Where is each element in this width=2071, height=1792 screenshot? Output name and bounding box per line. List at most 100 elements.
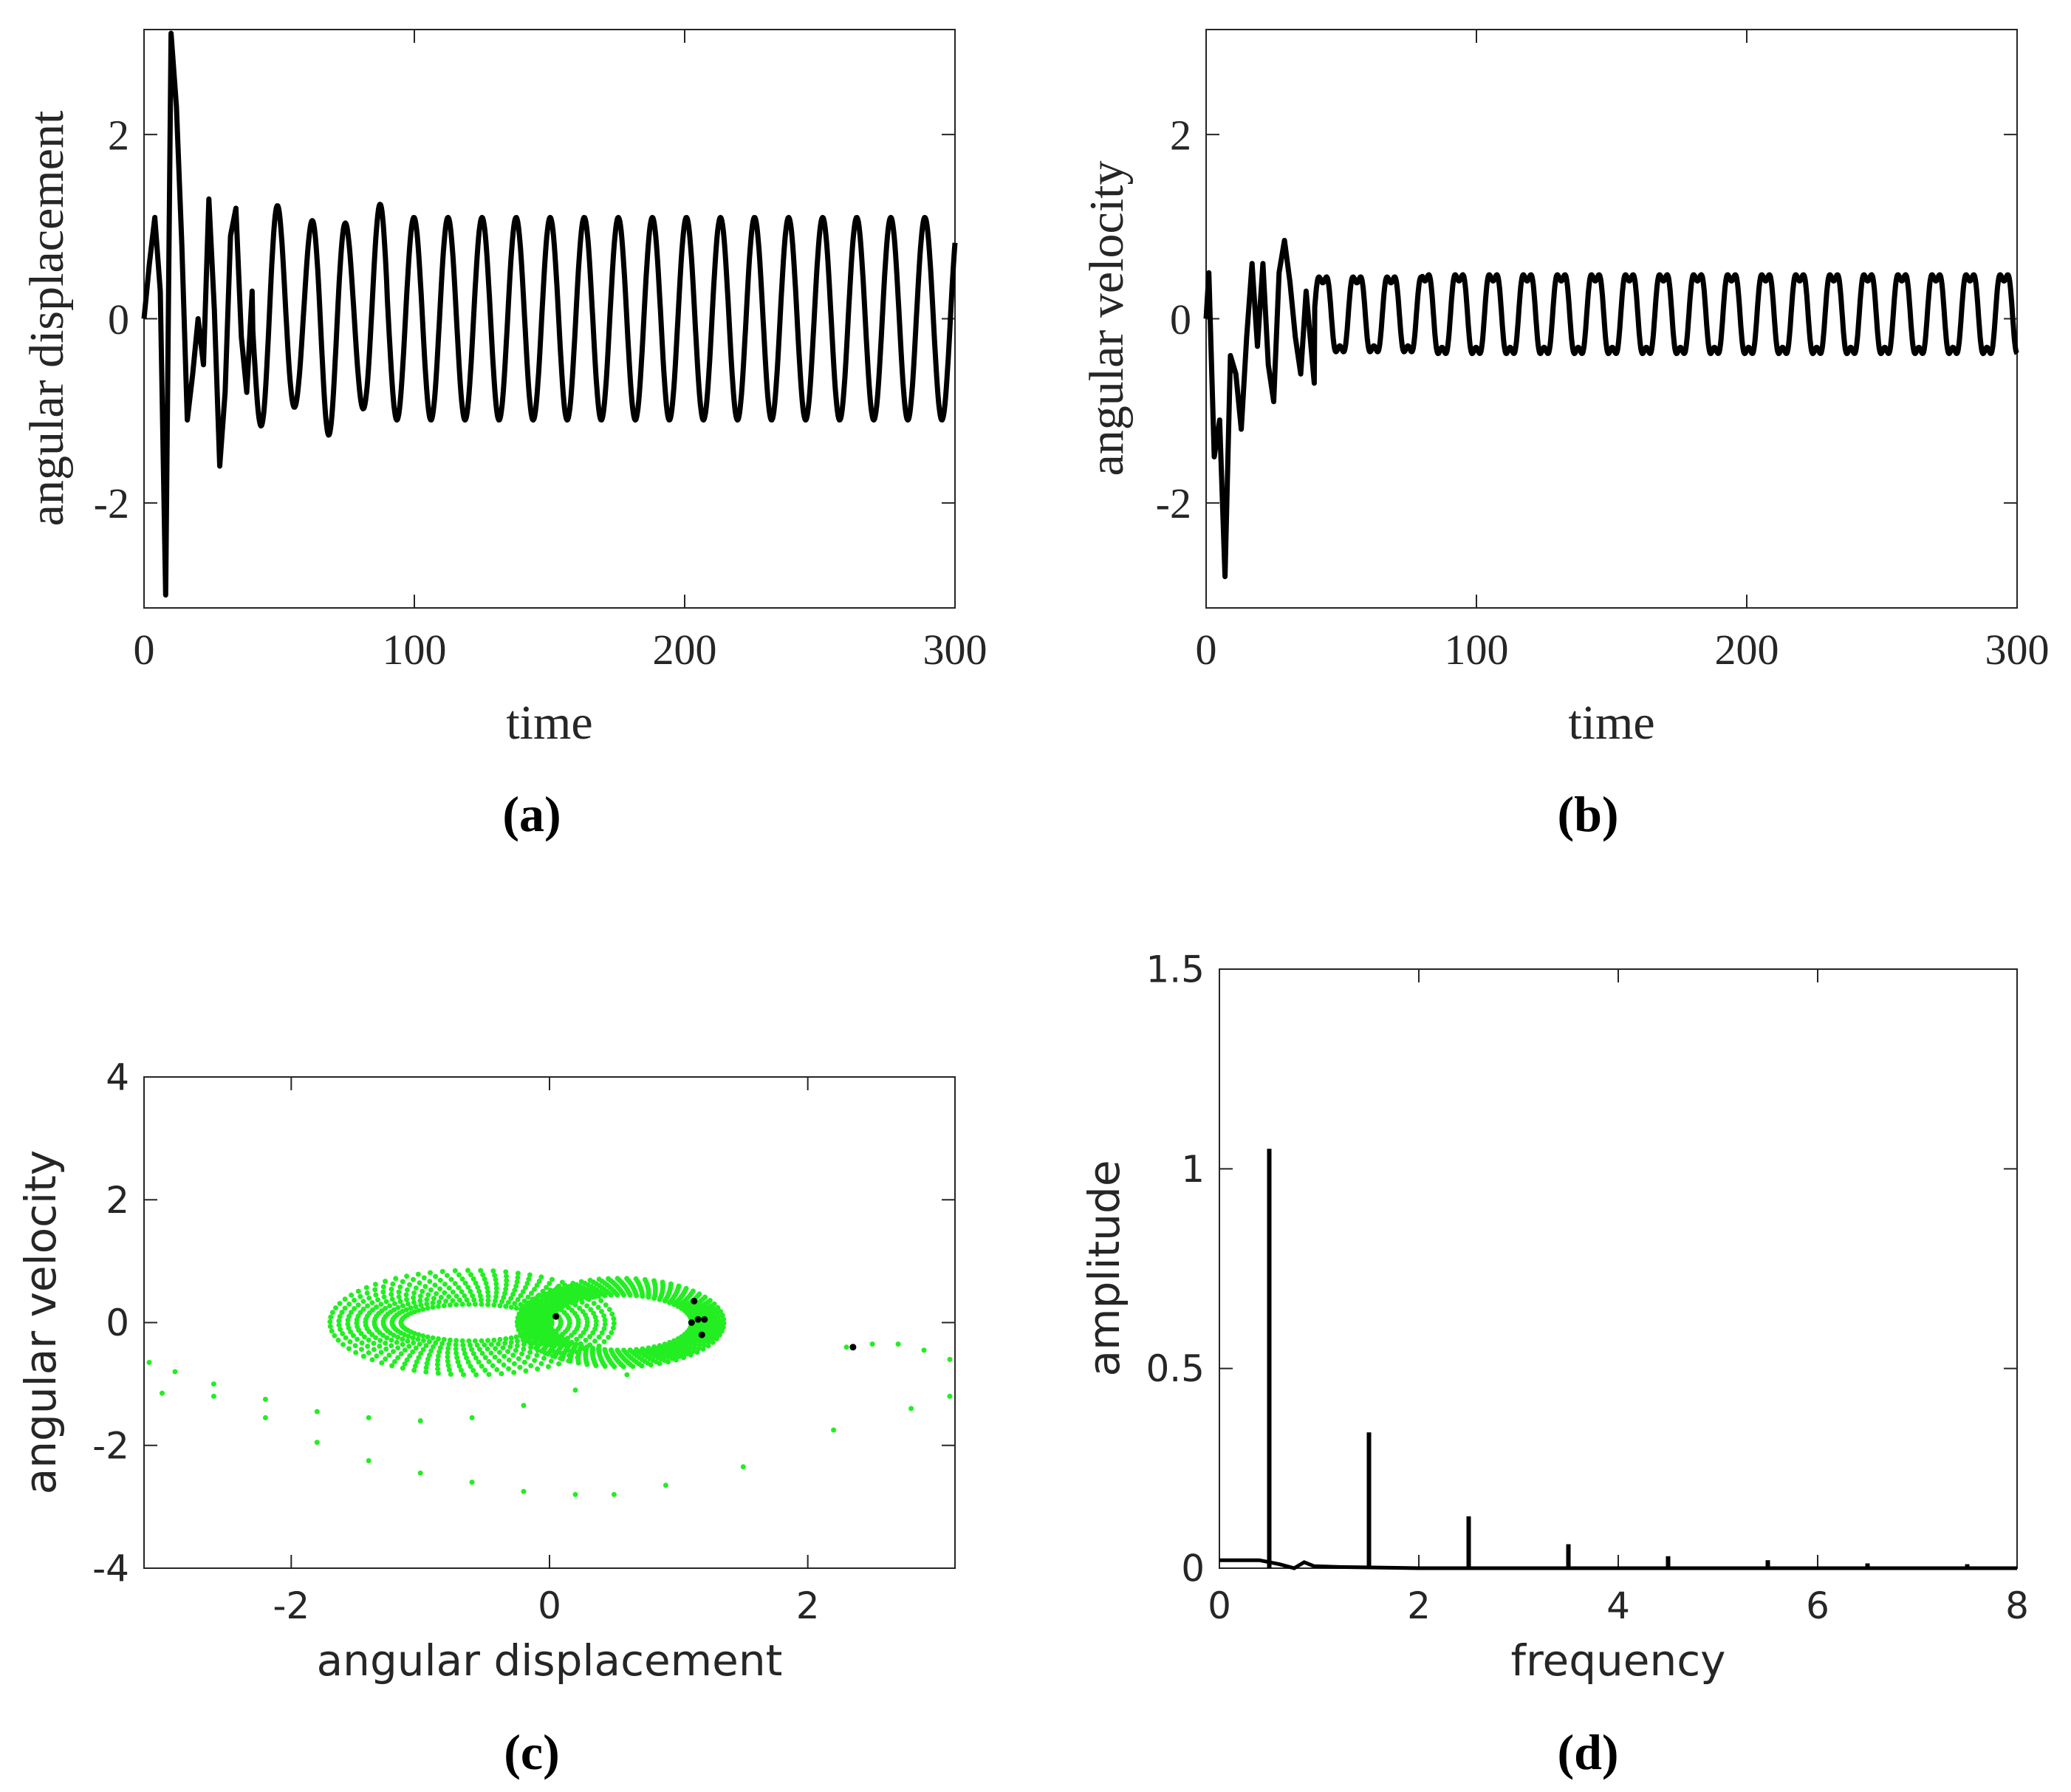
trajectory-point-left-loop <box>453 1302 459 1307</box>
x-tick-label: 0 <box>538 1584 561 1627</box>
trajectory-point-left-loop <box>470 1276 476 1282</box>
trajectory-point-left-loop <box>515 1271 521 1276</box>
trajectory-point-right-loop <box>680 1350 685 1356</box>
spectrum-baseline <box>1219 1558 2017 1570</box>
trajectory-point-left-loop <box>436 1304 441 1309</box>
trajectory-point-right-loop <box>673 1352 679 1358</box>
trajectory-point-right-loop <box>720 1324 726 1330</box>
trajectory-point-transient <box>895 1341 901 1347</box>
trajectory-point-left-loop <box>410 1349 416 1355</box>
trajectory-point-left-loop <box>402 1361 408 1367</box>
trajectory-point-right-loop <box>642 1276 648 1282</box>
trajectory-point-left-loop <box>503 1286 509 1292</box>
trajectory-point-left-loop <box>504 1273 509 1279</box>
trajectory-point-right-loop <box>690 1288 696 1294</box>
trajectory-point-right-loop <box>705 1339 711 1345</box>
trajectory-point-right-loop <box>721 1320 727 1326</box>
trajectory-point-left-loop <box>366 1337 372 1343</box>
trajectory-point-left-loop <box>485 1289 490 1295</box>
trajectory-point-left-loop <box>401 1332 407 1338</box>
trajectory-point-right-loop <box>676 1283 682 1289</box>
trajectory-point-transient <box>160 1390 165 1396</box>
trajectory-point-left-loop <box>388 1337 394 1343</box>
trajectory-point-right-loop <box>688 1352 694 1358</box>
trajectory-point-left-loop <box>446 1367 452 1372</box>
panel-a-xlabel: time <box>506 696 592 750</box>
trajectory-point-right-loop <box>713 1322 719 1328</box>
trajectory-point-left-loop <box>378 1302 384 1307</box>
trajectory-point-left-loop <box>433 1340 439 1346</box>
trajectory-point-left-loop <box>337 1301 343 1307</box>
trajectory-point-left-loop <box>352 1306 357 1311</box>
trajectory-point-left-loop <box>383 1346 389 1352</box>
trajectory-point-left-loop <box>514 1343 520 1349</box>
trajectory-point-left-loop <box>439 1268 445 1274</box>
trajectory-point-left-loop <box>572 1302 578 1308</box>
trajectory-point-left-loop <box>339 1310 345 1316</box>
trajectory-point-left-loop <box>502 1290 507 1296</box>
trajectory-point-left-loop <box>372 1287 378 1293</box>
trajectory-point-left-loop <box>599 1330 605 1336</box>
trajectory-point-right-loop <box>612 1364 617 1369</box>
trajectory-point-left-loop <box>482 1367 488 1373</box>
trajectory-point-right-loop <box>530 1296 535 1302</box>
trajectory-point-left-loop <box>466 1302 472 1307</box>
trajectory-point-left-loop <box>456 1272 462 1278</box>
trajectory-point-left-loop <box>602 1321 608 1327</box>
panel-a-ylabel: angular displacement <box>20 111 74 527</box>
panel-c-xlabel: angular displacement <box>317 1635 783 1686</box>
trajectory-point-left-loop <box>411 1340 417 1346</box>
trajectory-point-left-loop <box>583 1337 589 1343</box>
trajectory-point-transient <box>831 1427 837 1433</box>
trajectory-point-left-loop <box>411 1290 417 1296</box>
trajectory-point-left-loop <box>504 1278 510 1284</box>
trajectory-point-right-loop <box>555 1285 561 1290</box>
x-tick-label: 300 <box>1985 626 2050 674</box>
trajectory-point-left-loop <box>527 1272 533 1278</box>
trajectory-point-left-loop <box>482 1276 487 1282</box>
x-tick-label: 0 <box>134 626 155 674</box>
y-tick-label: -4 <box>92 1548 129 1590</box>
trajectory-point-left-loop <box>388 1343 394 1349</box>
trajectory-point-left-loop <box>475 1285 481 1290</box>
trajectory-point-left-loop <box>360 1353 366 1359</box>
trajectory-point-left-loop <box>402 1347 408 1353</box>
poincare-point <box>694 1316 702 1323</box>
trajectory-point-left-loop <box>459 1338 465 1344</box>
trajectory-point-left-loop <box>470 1367 476 1373</box>
trajectory-point-right-loop <box>665 1359 671 1365</box>
trajectory-point-left-loop <box>329 1328 335 1334</box>
trajectory-point-left-loop <box>546 1364 551 1369</box>
trajectory-point-left-loop <box>526 1276 532 1282</box>
y-tick-label: 1.5 <box>1146 948 1205 991</box>
trajectory-point-left-loop <box>461 1347 467 1352</box>
trajectory-point-left-loop <box>430 1304 436 1310</box>
trajectory-point-left-loop <box>364 1290 370 1296</box>
trajectory-point-right-loop <box>717 1321 722 1327</box>
trajectory-point-left-loop <box>491 1337 497 1343</box>
trajectory-point-right-loop <box>719 1328 725 1334</box>
trajectory-point-left-loop <box>350 1333 356 1338</box>
trajectory-point-left-loop <box>393 1276 399 1282</box>
trajectory-point-left-loop <box>404 1287 410 1293</box>
trajectory-point-right-loop <box>518 1307 524 1313</box>
trajectory-point-left-loop <box>337 1313 343 1319</box>
trajectory-point-left-loop <box>349 1292 355 1298</box>
trajectory-point-left-loop <box>342 1305 348 1311</box>
trajectory-point-right-loop <box>575 1360 581 1366</box>
y-tick-label: 2 <box>1170 111 1191 159</box>
trajectory-point-transient <box>843 1344 849 1350</box>
trajectory-point-left-loop <box>400 1336 405 1342</box>
trajectory-point-left-loop <box>416 1355 422 1361</box>
trajectory-point-left-loop <box>420 1338 426 1344</box>
trajectory-point-left-loop <box>438 1294 444 1300</box>
trajectory-point-left-loop <box>577 1305 583 1311</box>
trajectory-point-right-loop <box>705 1343 711 1349</box>
trajectory-point-left-loop <box>405 1333 411 1339</box>
trajectory-point-left-loop <box>435 1358 441 1364</box>
trajectory-point-left-loop <box>515 1296 521 1302</box>
trajectory-point-left-loop <box>379 1360 385 1366</box>
trajectory-point-right-loop <box>521 1304 527 1310</box>
trajectory-point-left-loop <box>442 1282 448 1287</box>
trajectory-point-right-loop <box>639 1363 645 1369</box>
